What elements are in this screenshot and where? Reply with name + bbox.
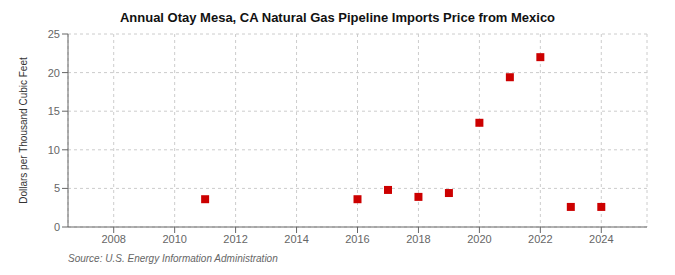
svg-text:0: 0: [54, 221, 60, 233]
svg-text:2018: 2018: [406, 233, 430, 245]
html-text:Source: U.S. Energy Informatio: Source: U.S. Energy Information Administ…: [68, 253, 278, 264]
svg-text:2014: 2014: [284, 233, 308, 245]
svg-text:10: 10: [48, 144, 60, 156]
svg-text:15: 15: [48, 105, 60, 117]
html-text:Annual Otay Mesa, CA Natural G: Annual Otay Mesa, CA Natural Gas Pipelin…: [119, 10, 556, 25]
svg-text:Dollars per Thousand Cubic Fee: Dollars per Thousand Cubic Feet: [18, 57, 29, 204]
svg-text:25: 25: [48, 28, 60, 40]
svg-text:2008: 2008: [101, 233, 125, 245]
svg-text:5: 5: [54, 182, 60, 194]
svg-text:2010: 2010: [162, 233, 186, 245]
svg-text:2012: 2012: [223, 233, 247, 245]
svg-text:20: 20: [48, 67, 60, 79]
svg-text:2024: 2024: [589, 233, 613, 245]
svg-text:2016: 2016: [345, 233, 369, 245]
svg-text:2020: 2020: [467, 233, 491, 245]
svg-text:2022: 2022: [528, 233, 552, 245]
